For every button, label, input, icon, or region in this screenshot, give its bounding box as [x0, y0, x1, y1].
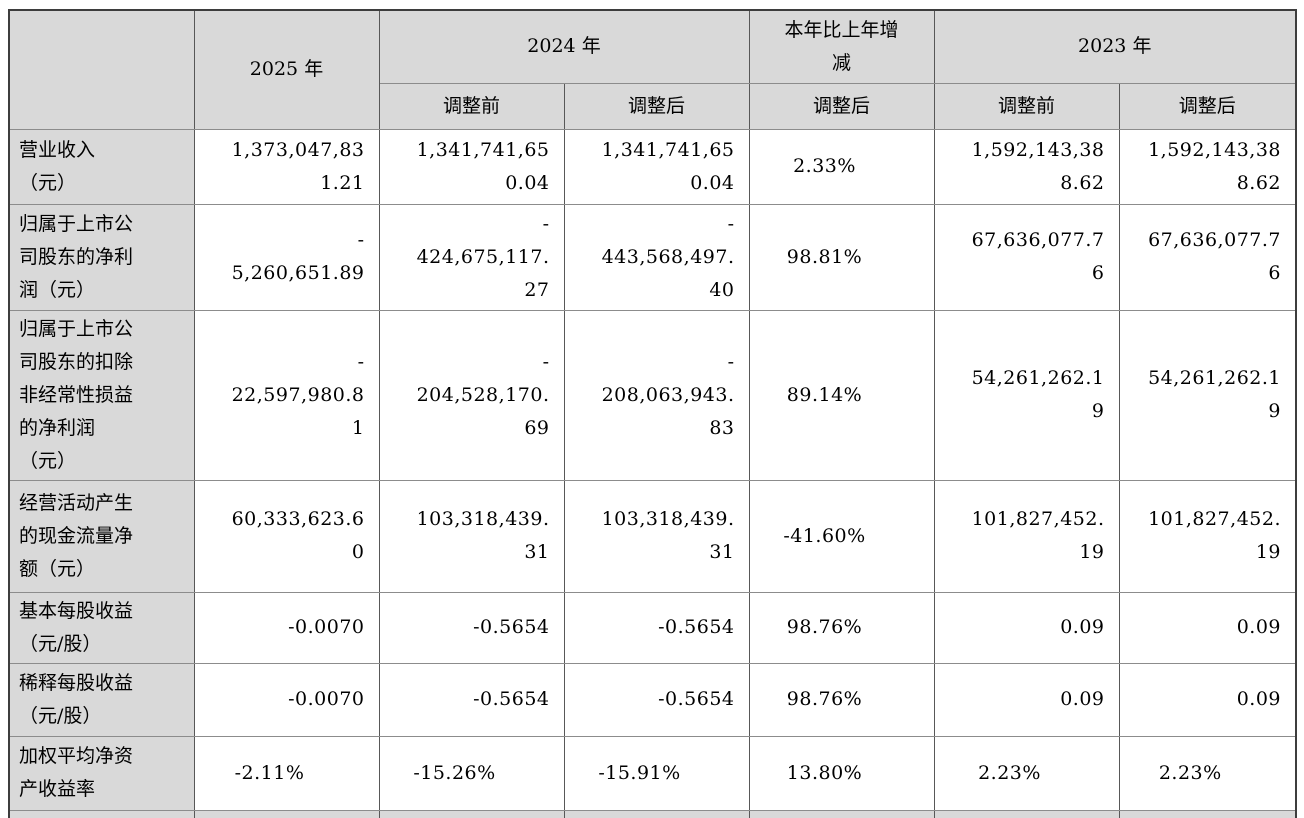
cell: 103,318,439. 31 [378, 479, 565, 593]
cell [193, 809, 380, 818]
header-2024: 2024 年 [378, 9, 750, 84]
cell: 67,636,077.7 6 [1118, 203, 1297, 311]
subheader-2023-post-adjust: 调整后 [1118, 82, 1297, 130]
cell: - 208,063,943. 83 [563, 309, 750, 481]
cell: - 204,528,170. 69 [378, 309, 565, 481]
cell: 13.80% [748, 735, 935, 811]
subheader-2024-pre-adjust: 调整前 [378, 82, 565, 130]
cell: 0.09 [933, 591, 1120, 664]
table-row: 稀释每股收益 （元/股） -0.0070 -0.5654 -0.5654 98.… [8, 662, 1297, 737]
cell: -0.5654 [378, 662, 565, 737]
cell [1118, 809, 1297, 818]
header-2023: 2023 年 [933, 9, 1297, 84]
cell: -41.60% [748, 479, 935, 593]
cell: -0.5654 [378, 591, 565, 664]
table-row: 经营活动产生 的现金流量净 额（元） 60,333,623.6 0 103,31… [8, 479, 1297, 593]
cell: 54,261,262.1 9 [1118, 309, 1297, 481]
cell: 101,827,452. 19 [1118, 479, 1297, 593]
header-row-adjustments: 调整前 调整后 调整后 调整前 调整后 [9, 82, 1297, 130]
cell [8, 809, 195, 818]
row-label: 加权平均净资 产收益率 [8, 735, 195, 811]
cell: 1,592,143,38 8.62 [1118, 128, 1297, 205]
financial-summary-table: 2025 年 2024 年 本年比上年增 减 2023 年 调整前 调整后 调整… [8, 9, 1297, 818]
table-row: 加权平均净资 产收益率 -2.11% -15.26% -15.91% 13.80… [8, 735, 1297, 811]
cell [933, 809, 1120, 818]
header-row-years: 2025 年 2024 年 本年比上年增 减 2023 年 [8, 9, 1297, 130]
cell: 67,636,077.7 6 [933, 203, 1120, 311]
cell: 98.76% [748, 591, 935, 664]
cell: -15.91% [563, 735, 750, 811]
corner-cell [8, 9, 195, 130]
cell: 2.23% [1118, 735, 1297, 811]
subheader-2024-post-adjust: 调整后 [563, 82, 750, 130]
header-yoy-change: 本年比上年增 减 [748, 9, 935, 84]
cell: 98.76% [748, 662, 935, 737]
subheader-change-post-adjust: 调整后 [748, 82, 935, 130]
cell: -0.0070 [193, 662, 380, 737]
cell: - 424,675,117. 27 [378, 203, 565, 311]
row-label: 营业收入 （元） [8, 128, 195, 205]
cell: - 443,568,497. 40 [563, 203, 750, 311]
row-label: 归属于上市公 司股东的扣除 非经常性损益 的净利润 （元） [8, 309, 195, 481]
cell [748, 809, 935, 818]
cell: -0.0070 [193, 591, 380, 664]
table-row: 归属于上市公 司股东的扣除 非经常性损益 的净利润 （元） - 22,597,9… [8, 309, 1297, 481]
cell: 1,373,047,83 1.21 [193, 128, 380, 205]
row-label: 经营活动产生 的现金流量净 额（元） [8, 479, 195, 593]
cell: 60,333,623.6 0 [193, 479, 380, 593]
cell [378, 809, 565, 818]
cell: -0.5654 [563, 662, 750, 737]
cell: 101,827,452. 19 [933, 479, 1120, 593]
cell: 54,261,262.1 9 [933, 309, 1120, 481]
cell: 0.09 [1118, 591, 1297, 664]
cell: 2.23% [933, 735, 1120, 811]
cell: 98.81% [748, 203, 935, 311]
table-row-cutoff [8, 809, 1297, 818]
cell: -15.26% [378, 735, 565, 811]
cell: 1,592,143,38 8.62 [933, 128, 1120, 205]
cell: 0.09 [933, 662, 1120, 737]
row-label: 归属于上市公 司股东的净利 润（元） [8, 203, 195, 311]
cell: - 5,260,651.89 [193, 203, 380, 311]
cell: 1,341,741,65 0.04 [563, 128, 750, 205]
cell: - 22,597,980.8 1 [193, 309, 380, 481]
table-row: 基本每股收益 （元/股） -0.0070 -0.5654 -0.5654 98.… [8, 591, 1297, 664]
table-row: 营业收入 （元） 1,373,047,83 1.21 1,341,741,65 … [8, 128, 1297, 205]
cell: 89.14% [748, 309, 935, 481]
row-label: 基本每股收益 （元/股） [8, 591, 195, 664]
cell: 0.09 [1118, 662, 1297, 737]
cell: 2.33% [748, 128, 935, 205]
subheader-2023-pre-adjust: 调整前 [933, 82, 1120, 130]
header-2025: 2025 年 [193, 9, 380, 130]
row-label: 稀释每股收益 （元/股） [8, 662, 195, 737]
cell: 103,318,439. 31 [563, 479, 750, 593]
table-row: 归属于上市公 司股东的净利 润（元） - 5,260,651.89 - 424,… [8, 203, 1297, 311]
cell: 1,341,741,65 0.04 [378, 128, 565, 205]
cell: -2.11% [193, 735, 380, 811]
cell [563, 809, 750, 818]
cell: -0.5654 [563, 591, 750, 664]
